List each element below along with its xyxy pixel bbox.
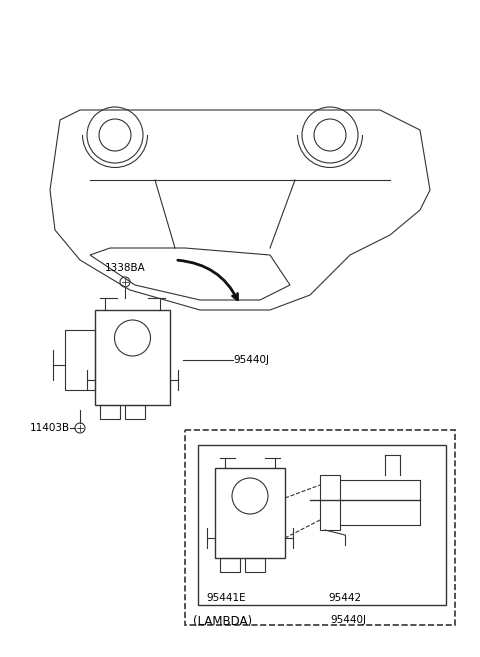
Bar [198, 445, 446, 605]
Bar [185, 430, 455, 625]
Bar [220, 558, 240, 572]
Text: 95442: 95442 [328, 593, 361, 603]
Text: 1338BA: 1338BA [105, 263, 146, 273]
Bar [320, 475, 340, 530]
Bar [215, 468, 285, 558]
Text: 95440J: 95440J [330, 615, 366, 625]
Bar [100, 405, 120, 419]
Bar [65, 330, 95, 390]
Text: 95440J: 95440J [233, 355, 269, 365]
Bar [125, 405, 145, 419]
Text: 95441E: 95441E [206, 593, 246, 603]
Bar [245, 558, 265, 572]
Text: 11403B: 11403B [30, 423, 70, 433]
Text: (LAMBDA): (LAMBDA) [193, 615, 252, 628]
Bar [95, 310, 170, 405]
